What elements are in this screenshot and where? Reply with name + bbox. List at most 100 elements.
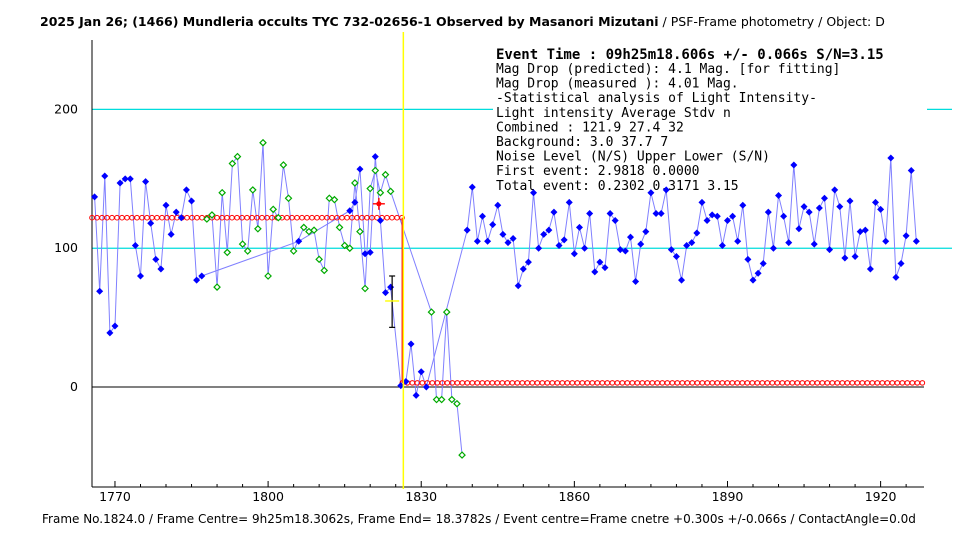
fit-marker — [229, 214, 235, 221]
fit-marker — [359, 214, 365, 221]
fit-marker — [804, 380, 811, 386]
fit-marker — [309, 214, 315, 221]
data-point-object — [632, 278, 640, 286]
data-point-object — [182, 186, 190, 194]
data-point-object — [530, 189, 538, 197]
fit-marker — [794, 380, 801, 386]
data-point-object — [841, 254, 849, 262]
event-time-text: Event Time : 09h25m18.606s +/- 0.066s S/… — [496, 47, 884, 63]
fit-marker — [789, 380, 796, 386]
data-point-object — [851, 253, 859, 261]
fit-marker — [144, 214, 150, 221]
fit-marker — [524, 380, 531, 386]
data-point-comparison — [254, 224, 262, 233]
fit-marker — [194, 214, 200, 221]
data-point-object — [795, 225, 803, 233]
data-point-comparison — [238, 240, 247, 248]
data-point-comparison — [340, 241, 349, 250]
data-point-object — [606, 210, 614, 218]
data-point-object — [550, 208, 558, 216]
fit-marker — [629, 380, 636, 386]
data-point-comparison — [213, 283, 221, 291]
stats-line: Total event: 0.2302 0.3171 3.15 — [496, 179, 739, 194]
fit-marker — [444, 380, 451, 386]
fit-marker — [599, 380, 606, 386]
data-point-comparison — [208, 211, 216, 219]
fit-marker — [554, 380, 561, 386]
data-point-object — [478, 212, 486, 220]
data-point-object — [356, 165, 364, 173]
data-point-object — [902, 232, 910, 240]
data-point-object — [861, 226, 869, 234]
fit-marker — [739, 380, 746, 386]
data-point-object — [91, 193, 99, 201]
fit-marker — [904, 380, 911, 386]
fit-marker — [729, 380, 736, 386]
fit-marker — [754, 380, 761, 386]
data-point-comparison — [315, 255, 323, 264]
fit-marker — [704, 380, 711, 386]
data-point-object — [147, 219, 155, 227]
data-point-comparison — [223, 248, 232, 257]
fit-marker — [584, 380, 591, 386]
fit-marker — [919, 380, 926, 386]
fit-marker — [624, 380, 631, 386]
stats-line: Mag Drop (predicted): 4.1 Mag. [for fitt… — [496, 62, 840, 77]
fit-marker — [244, 214, 250, 221]
data-point-comparison — [371, 166, 380, 175]
data-point-object — [591, 268, 599, 276]
fit-marker — [234, 214, 240, 221]
fit-marker — [504, 380, 511, 386]
fit-marker — [694, 380, 701, 386]
fit-marker — [674, 380, 681, 386]
data-point-object — [116, 179, 124, 187]
fit-marker — [484, 380, 491, 386]
data-point-object — [371, 153, 379, 161]
data-point-object — [846, 197, 854, 205]
data-point-comparison — [284, 194, 293, 203]
data-point-object — [683, 241, 691, 249]
x-tick-label: 1830 — [405, 489, 437, 504]
data-point-object — [346, 207, 354, 215]
fit-marker — [459, 380, 466, 386]
fit-marker — [464, 380, 471, 386]
data-point-object — [157, 265, 165, 273]
fit-marker — [689, 380, 696, 386]
data-point-object — [780, 212, 788, 220]
fit-marker — [104, 214, 110, 221]
data-point-object — [555, 241, 563, 249]
data-point-object — [897, 260, 905, 267]
data-point-comparison — [361, 284, 369, 293]
data-point-comparison — [228, 159, 237, 168]
data-point-object — [647, 189, 655, 197]
fit-marker — [839, 380, 846, 386]
fit-marker — [549, 380, 556, 386]
fit-marker — [714, 380, 721, 386]
data-point-object — [785, 239, 793, 247]
data-point-object — [856, 228, 864, 236]
data-point-object — [402, 377, 410, 385]
fit-marker — [644, 380, 651, 386]
data-point-comparison — [427, 308, 436, 316]
data-point-object — [698, 198, 706, 206]
fit-marker — [534, 380, 541, 386]
data-point-comparison — [264, 272, 272, 280]
fit-marker — [304, 214, 310, 221]
data-point-object — [678, 276, 686, 284]
data-point-object — [366, 248, 374, 256]
y-tick-label: 0 — [70, 379, 78, 394]
data-point-object — [877, 205, 885, 213]
fit-marker — [499, 380, 506, 386]
data-point-object — [652, 210, 660, 218]
data-point-object — [535, 244, 543, 252]
data-point-object — [688, 239, 696, 247]
fit-marker — [134, 214, 140, 221]
data-point-object — [820, 194, 828, 202]
fit-marker — [879, 380, 886, 386]
data-point-object — [826, 246, 834, 254]
data-point-object — [611, 216, 619, 224]
data-point-comparison — [218, 188, 227, 197]
data-point-object — [142, 178, 150, 186]
data-point-comparison — [345, 244, 354, 253]
data-point-object — [96, 287, 104, 295]
